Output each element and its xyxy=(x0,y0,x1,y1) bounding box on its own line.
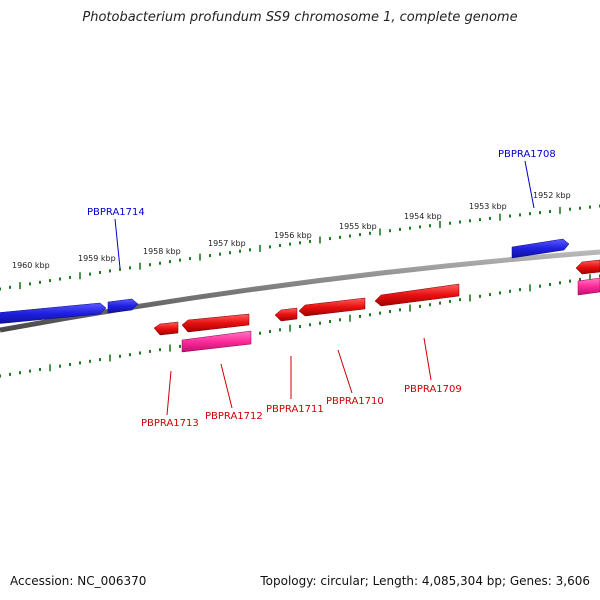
scale-label-1956: 1956 kbp xyxy=(274,231,312,240)
rna-features xyxy=(181,277,600,353)
gene-arrow-pbpra1714[interactable] xyxy=(107,298,139,314)
outer-scale-ticks xyxy=(0,204,600,291)
callout-line-pbpra1714 xyxy=(114,218,121,269)
gene-label-pbpra1710[interactable]: PBPRA1710 xyxy=(326,396,384,407)
gene-arrow-forward[interactable] xyxy=(0,302,107,324)
map-title: Photobacterium profundum SS9 chromosome … xyxy=(82,10,518,25)
scale-label-1952: 1952 kbp xyxy=(533,191,571,200)
callout-line-pbpra1713 xyxy=(166,370,172,416)
scale-label-1954: 1954 kbp xyxy=(404,212,442,221)
reverse-genes xyxy=(153,259,600,336)
callout-line-pbpra1708 xyxy=(524,160,535,209)
gene-arrow-pbpra1708[interactable] xyxy=(511,238,570,259)
gene-label-pbpra1712[interactable]: PBPRA1712 xyxy=(205,411,263,422)
gene-label-pbpra1708[interactable]: PBPRA1708 xyxy=(498,149,556,160)
gene-label-pbpra1714[interactable]: PBPRA1714 xyxy=(87,207,145,218)
gene-arrow-pbpra1713[interactable] xyxy=(153,321,179,336)
gene-arrow-pbpra1710[interactable] xyxy=(298,297,366,317)
scale-label-1953: 1953 kbp xyxy=(469,202,507,211)
scale-label-1960: 1960 kbp xyxy=(12,261,50,270)
gene-arrow-pbpra1712[interactable] xyxy=(181,313,250,333)
scale-label-1958: 1958 kbp xyxy=(143,247,181,256)
scale-label-1955: 1955 kbp xyxy=(339,222,377,231)
callout-line-pbpra1709 xyxy=(423,337,432,381)
rna-feature-left[interactable] xyxy=(181,330,252,353)
callout-lines xyxy=(114,160,535,416)
rna-feature-right[interactable] xyxy=(577,277,600,296)
gene-arrow-pbpra1711[interactable] xyxy=(274,307,298,322)
gene-arrow-pbpra1709[interactable] xyxy=(374,283,460,307)
inner-scale-ticks xyxy=(0,274,600,378)
scale-label-1959: 1959 kbp xyxy=(78,254,116,263)
gene-label-pbpra1709[interactable]: PBPRA1709 xyxy=(404,384,462,395)
gene-arrow-edge-right[interactable] xyxy=(575,259,600,275)
scale-label-1957: 1957 kbp xyxy=(208,239,246,248)
forward-genes xyxy=(0,238,570,324)
topology-text: Topology: circular; Length: 4,085,304 bp… xyxy=(260,574,590,588)
callout-line-pbpra1712 xyxy=(220,363,233,409)
callout-line-pbpra1710 xyxy=(337,349,353,394)
accession-text: Accession: NC_006370 xyxy=(10,574,147,588)
gene-label-pbpra1713[interactable]: PBPRA1713 xyxy=(141,418,199,429)
gene-label-pbpra1711[interactable]: PBPRA1711 xyxy=(266,404,324,415)
